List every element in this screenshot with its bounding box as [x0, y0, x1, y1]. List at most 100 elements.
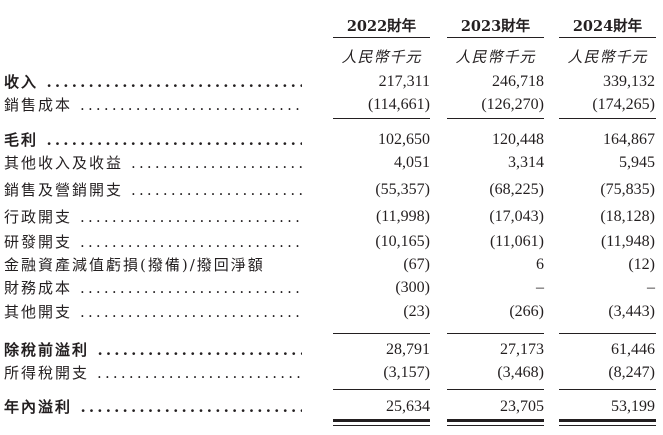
cell-value: (3,443) [608, 303, 655, 320]
row-label-text: 銷售成本 [4, 96, 73, 114]
leader-dots: ........................................ [79, 279, 302, 297]
table-row: 年內溢利 ...................................… [0, 396, 663, 418]
subtotal-line [559, 389, 656, 390]
cell-value: (11,061) [489, 233, 544, 250]
table-row: 金融資產減值虧損(撥備)/撥回淨額 (67) 6 (12) [0, 254, 663, 276]
row-label: 行政開支 ...................................… [4, 206, 302, 228]
cell-value: (67) [403, 256, 430, 273]
header-underline [559, 37, 656, 38]
cell-value: 3,314 [508, 154, 544, 171]
leader-dots: ........................................ [97, 341, 302, 359]
row-label-text: 銷售及營銷開支 [4, 181, 124, 199]
cell-value: 27,173 [500, 341, 544, 358]
double-underline-thin [559, 425, 656, 426]
leader-dots: ........................................ [46, 73, 302, 91]
table-row: 收入 .....................................… [0, 71, 663, 93]
cell-value: (8,247) [608, 364, 655, 381]
row-label: 毛利 .....................................… [4, 129, 302, 151]
subtotal-line [333, 118, 430, 119]
double-underline-thin [447, 425, 544, 426]
col-header-2023: 2023財年 [460, 18, 531, 35]
cell-value: 102,650 [378, 131, 430, 148]
row-label: 除稅前溢利 ..................................… [4, 339, 302, 361]
cell-value: (68,225) [489, 181, 544, 198]
leader-dots: ........................................ [79, 303, 302, 321]
row-label: 財務成本 ...................................… [4, 277, 302, 299]
leader-dots: ........................................ [130, 181, 302, 199]
unit-label: 人民幣千元 [455, 48, 536, 66]
cell-value: 5,945 [619, 154, 655, 171]
cell-value: 339,132 [603, 73, 655, 90]
table-row: 行政開支 ...................................… [0, 206, 663, 228]
row-label-text: 毛利 [4, 131, 39, 149]
cell-value: 28,791 [386, 341, 430, 358]
cell-value: 6 [536, 256, 544, 273]
subtotal-line [559, 118, 656, 119]
cell-value: (126,270) [481, 96, 544, 113]
cell-value: (23) [403, 303, 430, 320]
cell-value: 4,051 [394, 154, 430, 171]
cell-value: – [647, 279, 655, 296]
cell-value: (11,998) [375, 208, 430, 225]
row-label-text: 金融資產減值虧損(撥備)/撥回淨額 [4, 256, 265, 274]
subtotal-line [333, 389, 430, 390]
row-label-text: 所得稅開支 [4, 364, 90, 382]
cell-value: (18,128) [600, 208, 655, 225]
table-row: 銷售成本 ...................................… [0, 94, 663, 116]
row-label-text: 研發開支 [4, 233, 73, 251]
col-header-2022: 2022財年 [346, 18, 417, 35]
row-label-text: 其他開支 [4, 303, 73, 321]
row-label: 研發開支 ...................................… [4, 231, 302, 253]
cell-value: – [536, 279, 544, 296]
cell-value: (114,661) [367, 96, 430, 113]
leader-dots: ........................................ [46, 131, 302, 149]
cell-value: 164,867 [603, 131, 655, 148]
table-row: 研發開支 ...................................… [0, 231, 663, 253]
leader-dots: ........................................ [79, 96, 302, 114]
cell-value: (3,468) [497, 364, 544, 381]
cell-value: 53,199 [611, 398, 655, 415]
row-label-text: 年內溢利 [4, 398, 73, 416]
table-row: 其他開支 ...................................… [0, 301, 663, 323]
double-underline-thin [333, 425, 430, 426]
cell-value: (55,357) [375, 181, 430, 198]
leader-dots: ........................................ [96, 364, 302, 382]
row-label-text: 其他收入及收益 [4, 154, 124, 172]
table-row: 財務成本 ...................................… [0, 277, 663, 299]
cell-value: (10,165) [375, 233, 430, 250]
table-row: 銷售及營銷開支 ................................… [0, 179, 663, 201]
cell-value: (75,835) [600, 181, 655, 198]
cell-value: 120,448 [492, 131, 544, 148]
subtotal-line [333, 333, 430, 334]
leader-dots: ........................................ [79, 208, 302, 226]
table-row: 其他收入及收益 ................................… [0, 152, 663, 174]
double-underline-thick [447, 419, 544, 422]
col-header-2024: 2024財年 [572, 18, 643, 35]
row-label: 其他收入及收益 ................................… [4, 152, 302, 174]
row-label: 銷售成本 ...................................… [4, 94, 302, 116]
row-label-text: 除稅前溢利 [4, 341, 90, 359]
row-label-text: 行政開支 [4, 208, 73, 226]
row-label: 其他開支 ...................................… [4, 301, 302, 323]
row-label-text: 收入 [4, 73, 39, 91]
table-row: 所得稅開支 ..................................… [0, 362, 663, 384]
subtotal-line [447, 118, 544, 119]
subtotal-line [559, 333, 656, 334]
double-underline-thick [559, 419, 656, 422]
subtotal-line [447, 389, 544, 390]
row-label: 收入 .....................................… [4, 71, 302, 93]
double-underline-thick [333, 419, 430, 422]
cell-value: (17,043) [489, 208, 544, 225]
unit-label: 人民幣千元 [341, 48, 422, 66]
cell-value: 217,311 [378, 73, 430, 90]
cell-value: 61,446 [611, 341, 655, 358]
leader-dots: ........................................ [130, 154, 302, 172]
cell-value: 25,634 [386, 398, 430, 415]
unit-label: 人民幣千元 [567, 48, 648, 66]
header-underline [333, 37, 430, 38]
leader-dots: ........................................ [79, 233, 302, 251]
cell-value: 246,718 [492, 73, 544, 90]
cell-value: (12) [628, 256, 655, 273]
row-label: 年內溢利 ...................................… [4, 396, 302, 418]
cell-value: (3,157) [383, 364, 430, 381]
